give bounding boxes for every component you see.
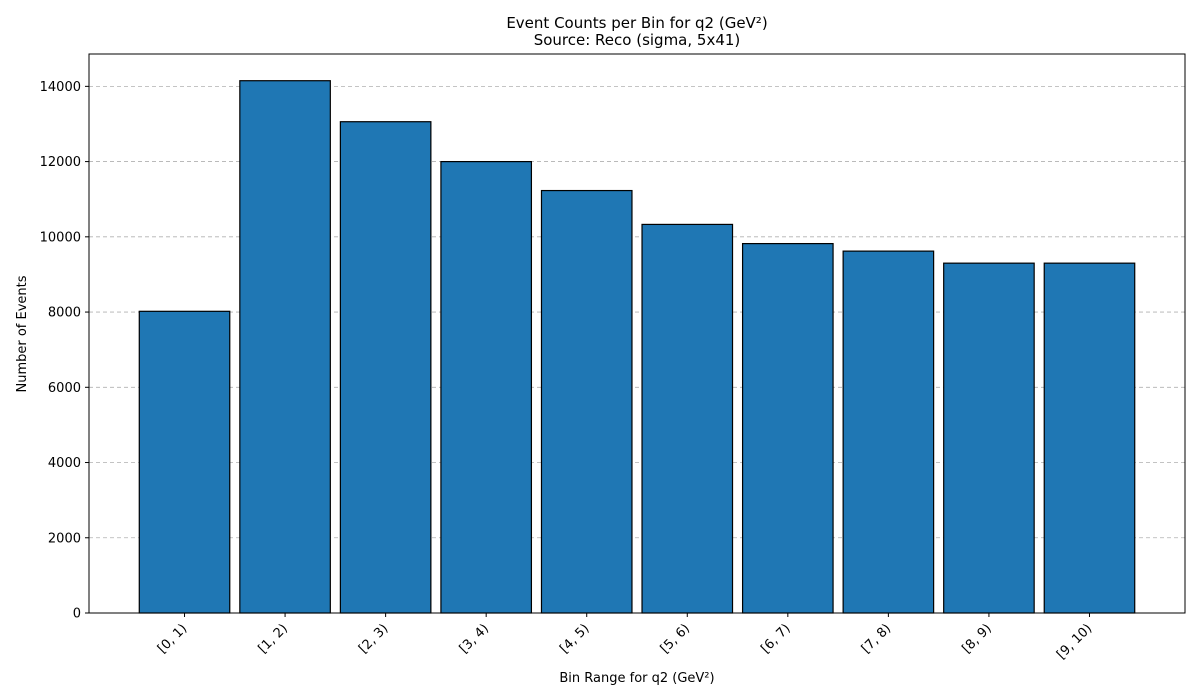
- y-tick-label: 14000: [40, 80, 81, 95]
- x-tick-label: [9, 10): [1054, 621, 1095, 662]
- y-axis-label: Number of Events: [15, 275, 30, 392]
- y-tick-label: 12000: [40, 155, 81, 170]
- x-axis-ticks: [0, 1) [1, 2) [2, 3) [3, 4) [4, 5) [5, 6) [6, …: [155, 613, 1095, 662]
- x-tick-label: [2, 3): [356, 621, 391, 656]
- x-tick-label: [5, 6): [658, 621, 693, 656]
- bar: [943, 262, 1035, 614]
- y-tick-label: 6000: [48, 381, 81, 396]
- chart-title: Event Counts per Bin for q2 (GeV²): [506, 14, 767, 32]
- y-tick-label: 4000: [48, 456, 81, 471]
- x-axis-label: Bin Range for q2 (GeV²): [559, 671, 714, 686]
- chart-subtitle: Source: Reco (sigma, 5x41): [534, 31, 741, 49]
- y-tick-label: 10000: [40, 230, 81, 245]
- bar: [842, 250, 935, 614]
- x-tick-label: [0, 1): [155, 621, 190, 656]
- y-tick-label: 8000: [48, 306, 81, 321]
- bars-layer: [138, 80, 1136, 614]
- y-tick-label: 0: [73, 607, 81, 622]
- x-tick-label: [1, 2): [256, 621, 291, 656]
- bar: [138, 310, 231, 614]
- bar: [641, 223, 734, 614]
- bar: [1043, 262, 1136, 614]
- bar: [239, 80, 331, 614]
- x-tick-label: [7, 8): [859, 621, 894, 656]
- bar: [540, 189, 633, 614]
- plot-frame: [88, 53, 1186, 614]
- x-tick-label: [4, 5): [557, 621, 592, 656]
- x-tick-label: [6, 7): [758, 621, 793, 656]
- y-tick-label: 2000: [48, 531, 81, 546]
- bar: [741, 242, 834, 614]
- y-axis-ticks: 0 2000 4000 6000 8000 10000 12000 14000: [40, 80, 89, 622]
- x-tick-label: [8, 9): [959, 621, 994, 656]
- bar: [339, 121, 432, 614]
- bar: [440, 160, 533, 614]
- x-tick-label: [3, 4): [457, 621, 492, 656]
